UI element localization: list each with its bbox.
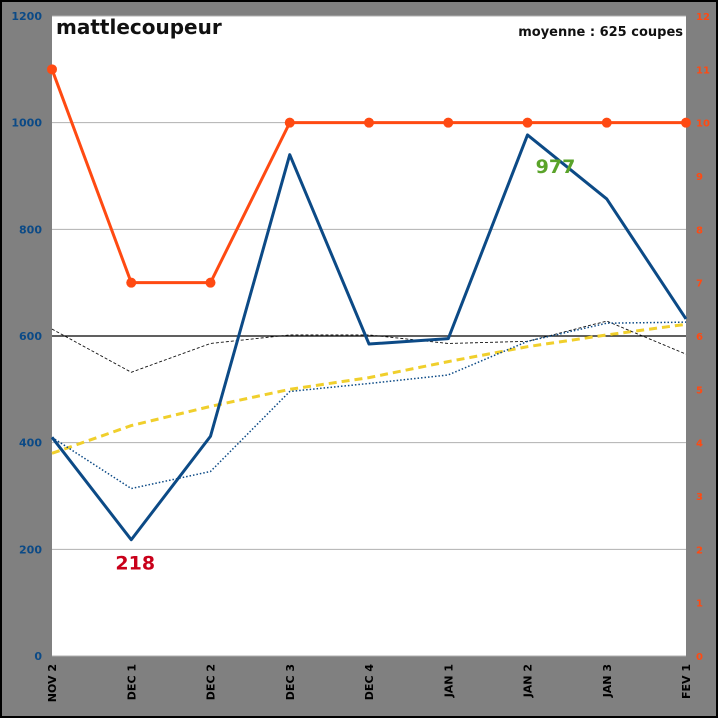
x-tick-label: DEC 4 (363, 664, 376, 701)
series-group (47, 64, 691, 542)
y-right-tick-label: 4 (696, 439, 703, 450)
series-marker-1 (601, 117, 612, 128)
series-marker-1 (205, 277, 216, 288)
y-right-tick-label: 7 (696, 279, 703, 290)
y-right-tick-label: 1 (696, 599, 703, 610)
gridlines (52, 15, 686, 657)
y-right-tick-label: 11 (696, 65, 710, 76)
chart-subtitle: moyenne : 625 coupes (518, 25, 683, 40)
data-label: 218 (115, 553, 155, 575)
series-marker-1 (522, 117, 533, 128)
series-marker-1 (284, 117, 295, 128)
y-left-tick-label: 1000 (11, 117, 42, 130)
series-line-4 (51, 322, 687, 455)
x-tick-label: JAN 3 (601, 664, 614, 698)
y-right-tick-label: 5 (696, 385, 703, 396)
x-tick-label: FEV 1 (680, 664, 693, 699)
data-label: 977 (536, 156, 576, 178)
y-right-tick-label: 9 (696, 172, 703, 183)
series-marker-1 (364, 117, 374, 128)
y-right-tick-label: 12 (696, 12, 710, 23)
series-marker-1 (47, 64, 57, 75)
y-left-tick-label: 800 (19, 223, 42, 236)
x-tick-label: DEC 3 (284, 664, 297, 700)
series-marker-1 (681, 117, 691, 128)
x-tick-label: DEC 1 (125, 664, 138, 700)
annotations: 218 977 (115, 156, 575, 575)
y-left-tick-label: 0 (34, 650, 42, 663)
y-right-tick-label: 2 (696, 545, 703, 556)
y-left-tick-label: 1200 (11, 10, 42, 23)
x-tick-label: JAN 2 (522, 664, 535, 698)
x-tick-label: DEC 2 (205, 664, 218, 700)
y-right-tick-label: 6 (696, 332, 703, 343)
series-line-3 (51, 320, 687, 373)
axes: 0200400600800100012000123456789101112NOV… (11, 10, 710, 702)
y-right-tick-label: 0 (696, 652, 703, 663)
chart-title: mattlecoupeur (56, 15, 222, 39)
y-left-tick-label: 200 (19, 543, 42, 556)
series-marker-1 (443, 117, 454, 128)
y-right-tick-label: 8 (696, 225, 703, 236)
series-line-2 (51, 321, 687, 490)
x-tick-label: NOV 2 (46, 664, 59, 702)
y-left-tick-label: 400 (19, 437, 42, 450)
x-tick-label: JAN 1 (442, 664, 455, 698)
y-right-tick-label: 3 (696, 492, 703, 503)
y-left-tick-label: 600 (19, 330, 42, 343)
y-right-tick-label: 10 (696, 119, 710, 130)
series-line-0 (50, 133, 688, 542)
series-marker-1 (126, 277, 137, 288)
